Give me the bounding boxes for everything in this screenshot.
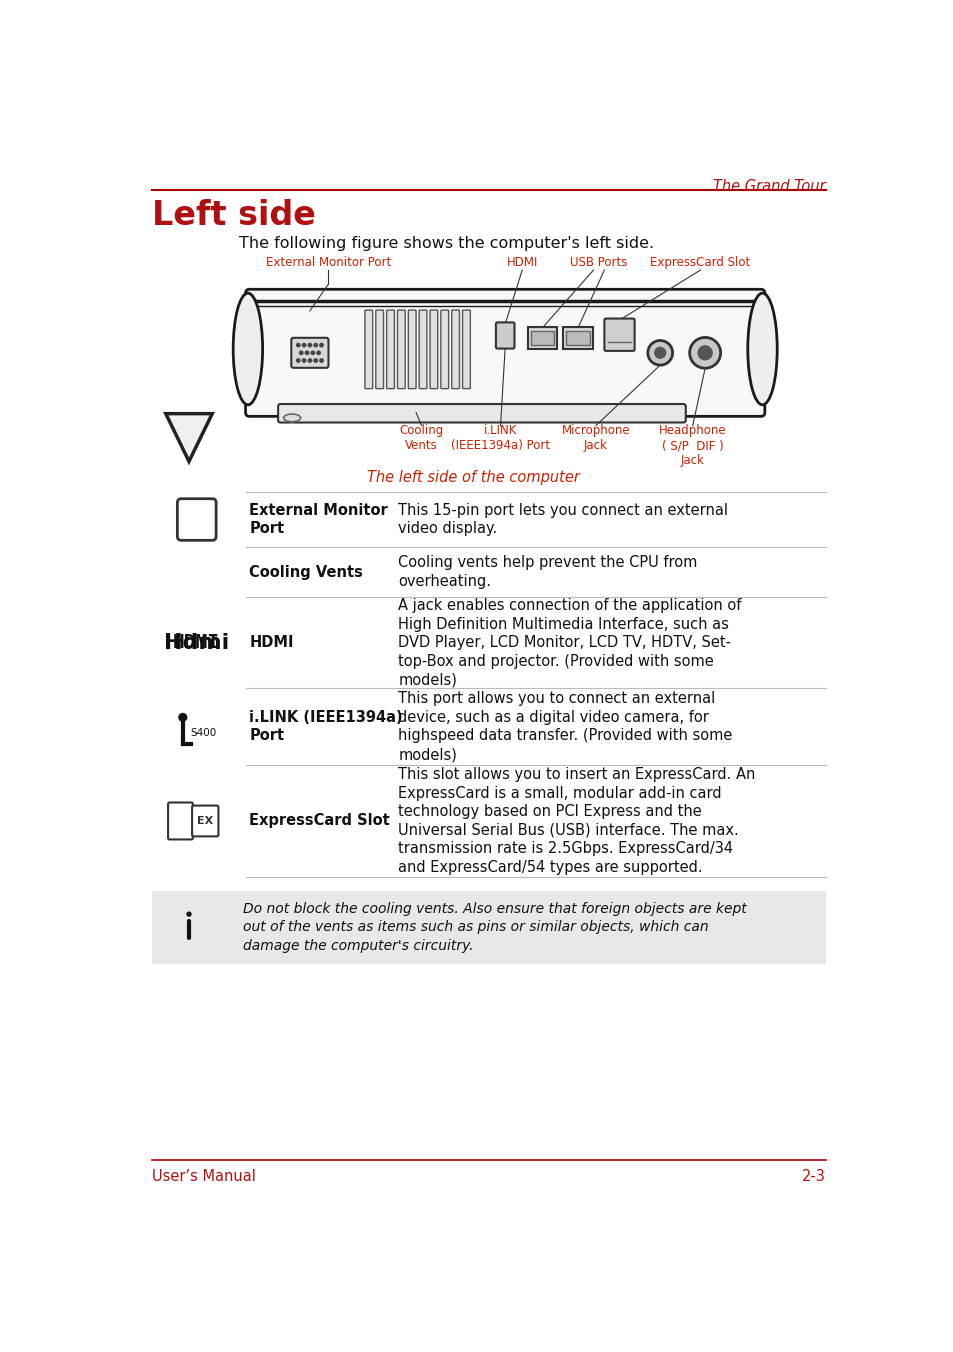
Text: This slot allows you to insert an ExpressCard. An
ExpressCard is a small, modula: This slot allows you to insert an Expres… bbox=[397, 767, 755, 875]
Circle shape bbox=[319, 358, 323, 362]
Text: The left side of the computer: The left side of the computer bbox=[367, 470, 579, 485]
Circle shape bbox=[316, 352, 320, 354]
FancyBboxPatch shape bbox=[418, 310, 427, 388]
Text: Headphone
( S/P  DIF )
Jack: Headphone ( S/P DIF ) Jack bbox=[659, 425, 726, 466]
Text: S400: S400 bbox=[191, 727, 216, 738]
Text: EX: EX bbox=[197, 817, 213, 826]
Text: ExpressCard Slot: ExpressCard Slot bbox=[650, 256, 750, 269]
Circle shape bbox=[647, 341, 672, 365]
Text: USB Ports: USB Ports bbox=[569, 256, 626, 269]
FancyBboxPatch shape bbox=[440, 310, 448, 388]
Circle shape bbox=[311, 352, 314, 354]
FancyBboxPatch shape bbox=[168, 803, 193, 840]
Circle shape bbox=[187, 913, 191, 917]
Circle shape bbox=[314, 358, 317, 362]
Text: Do not block the cooling vents. Also ensure that foreign objects are kept
out of: Do not block the cooling vents. Also ens… bbox=[243, 902, 746, 953]
FancyBboxPatch shape bbox=[604, 319, 634, 352]
Text: HDMI: HDMI bbox=[173, 633, 220, 652]
Circle shape bbox=[299, 352, 302, 354]
FancyBboxPatch shape bbox=[192, 806, 218, 837]
Text: External Monitor Port: External Monitor Port bbox=[266, 256, 391, 269]
FancyBboxPatch shape bbox=[462, 310, 470, 388]
Text: External Monitor
Port: External Monitor Port bbox=[249, 503, 388, 537]
Text: Cooling Vents: Cooling Vents bbox=[249, 565, 363, 580]
Circle shape bbox=[308, 343, 312, 347]
FancyBboxPatch shape bbox=[152, 891, 825, 964]
FancyBboxPatch shape bbox=[562, 327, 592, 349]
Text: User’s Manual: User’s Manual bbox=[152, 1169, 255, 1184]
Circle shape bbox=[296, 343, 299, 347]
FancyBboxPatch shape bbox=[527, 327, 557, 349]
Text: HDMI: HDMI bbox=[249, 635, 294, 650]
Circle shape bbox=[302, 343, 306, 347]
Text: This 15-pin port lets you connect an external
video display.: This 15-pin port lets you connect an ext… bbox=[397, 503, 727, 537]
Text: The following figure shows the computer's left side.: The following figure shows the computer'… bbox=[239, 237, 654, 251]
Ellipse shape bbox=[283, 414, 300, 422]
Text: HDMI: HDMI bbox=[506, 256, 537, 269]
Circle shape bbox=[305, 352, 309, 354]
FancyBboxPatch shape bbox=[245, 289, 764, 416]
Text: 2-3: 2-3 bbox=[801, 1169, 825, 1184]
FancyBboxPatch shape bbox=[278, 404, 685, 423]
Text: The Grand Tour: The Grand Tour bbox=[713, 180, 825, 195]
Circle shape bbox=[319, 343, 323, 347]
Circle shape bbox=[654, 347, 665, 358]
Circle shape bbox=[179, 714, 187, 721]
Text: Ηdmi: Ηdmi bbox=[164, 633, 229, 653]
Circle shape bbox=[296, 358, 299, 362]
Text: A jack enables connection of the application of
High Definition Multimedia Inter: A jack enables connection of the applica… bbox=[397, 598, 740, 687]
FancyBboxPatch shape bbox=[375, 310, 383, 388]
Text: ExpressCard Slot: ExpressCard Slot bbox=[249, 814, 390, 829]
Text: Cooling
Vents: Cooling Vents bbox=[399, 425, 443, 452]
FancyBboxPatch shape bbox=[386, 310, 394, 388]
Ellipse shape bbox=[747, 293, 777, 404]
Circle shape bbox=[698, 346, 711, 360]
Polygon shape bbox=[166, 414, 212, 461]
FancyBboxPatch shape bbox=[452, 310, 459, 388]
Text: Microphone
Jack: Microphone Jack bbox=[561, 425, 630, 452]
FancyBboxPatch shape bbox=[430, 310, 437, 388]
Ellipse shape bbox=[233, 293, 262, 404]
Text: i.LINK
(IEEE1394a) Port: i.LINK (IEEE1394a) Port bbox=[451, 425, 550, 452]
FancyBboxPatch shape bbox=[365, 310, 373, 388]
FancyBboxPatch shape bbox=[408, 310, 416, 388]
FancyBboxPatch shape bbox=[496, 322, 514, 349]
Circle shape bbox=[314, 343, 317, 347]
Circle shape bbox=[689, 338, 720, 368]
Circle shape bbox=[308, 358, 312, 362]
Text: i.LINK (IEEE1394a)
Port: i.LINK (IEEE1394a) Port bbox=[249, 710, 403, 744]
FancyBboxPatch shape bbox=[177, 499, 216, 541]
FancyBboxPatch shape bbox=[397, 310, 405, 388]
Circle shape bbox=[302, 358, 306, 362]
Text: Cooling vents help prevent the CPU from
overheating.: Cooling vents help prevent the CPU from … bbox=[397, 556, 697, 589]
FancyBboxPatch shape bbox=[566, 331, 589, 345]
Text: Left side: Left side bbox=[152, 199, 315, 233]
FancyBboxPatch shape bbox=[291, 338, 328, 368]
FancyBboxPatch shape bbox=[530, 331, 554, 345]
Text: This port allows you to connect an external
device, such as a digital video came: This port allows you to connect an exter… bbox=[397, 691, 732, 763]
